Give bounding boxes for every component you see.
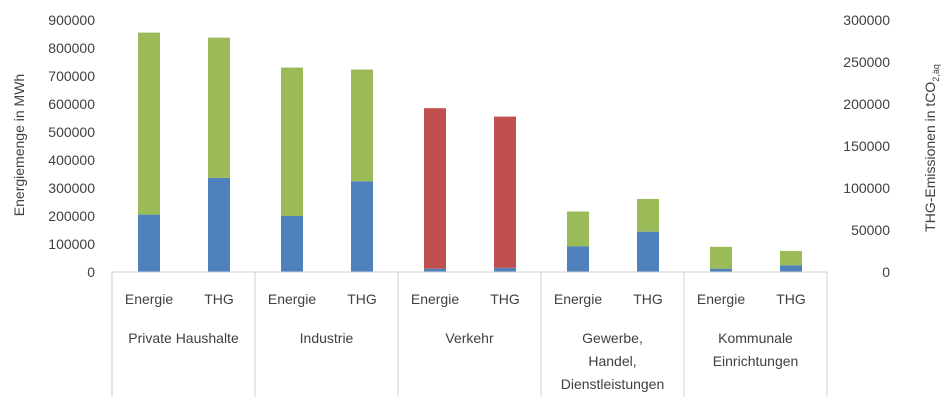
left-tick-label: 500000 [48,124,95,140]
right-tick-label: 200000 [843,96,890,112]
bar-segment-electric [494,267,516,272]
right-tick-label: 0 [882,264,890,280]
bar-sub-label: Energie [697,291,745,307]
right-axis-title: THG-Emissionen in tCO2,äq [922,64,941,232]
bar-segment-heat [637,198,659,232]
right-tick-label: 100000 [843,180,890,196]
group-label: Einrichtungen [713,353,799,369]
category-labels: Energie THG Private Haushalte Energie THG Ind… [125,291,806,392]
right-axis-title-main: THG-Emissionen in tCO [922,82,938,232]
left-tick-label: 700000 [48,68,95,84]
bar-segment-electric [637,231,659,272]
right-tick-label: 250000 [843,54,890,70]
bar-segment-electric [567,246,589,272]
bar-segment-electric [281,216,303,272]
left-tick-label: 0 [87,264,95,280]
bar-segment-electric [208,177,230,272]
group-label: Handel, [588,353,636,369]
right-tick-label: 50000 [851,222,890,238]
bar-sub-label: THG [776,291,806,307]
bars [138,32,802,272]
bar-sub-label: THG [204,291,234,307]
bar-segment-fuel [494,116,516,268]
group-label: Dienstleistungen [561,376,665,392]
bar-segment-heat [351,69,373,182]
left-axis-ticks: 0 100000 200000 300000 400000 500000 600000 700… [48,12,95,280]
group-label: Industrie [300,330,354,346]
bar-sub-label: Energie [411,291,459,307]
bar-segment-fuel [424,108,446,269]
right-axis-title-subscript: 2,äq [931,64,941,82]
left-tick-label: 200000 [48,208,95,224]
bar-segment-electric [351,181,373,272]
bar-sub-label: Energie [268,291,316,307]
bar-sub-label: THG [347,291,377,307]
left-tick-label: 300000 [48,180,95,196]
right-tick-label: 300000 [843,12,890,28]
bar-segment-heat [208,37,230,178]
bar-segment-heat [138,32,160,215]
bar-segment-electric [710,268,732,272]
left-axis-title: Energiemenge in MWh [11,74,27,216]
bar-segment-heat [780,251,802,266]
bar-segment-heat [710,246,732,269]
bar-sub-label: THG [490,291,520,307]
left-tick-label: 800000 [48,40,95,56]
left-tick-label: 100000 [48,236,95,252]
left-tick-label: 400000 [48,152,95,168]
bar-segment-electric [780,265,802,272]
bar-sub-label: THG [633,291,663,307]
group-label: Verkehr [445,330,494,346]
group-label: Kommunale [718,330,793,346]
left-tick-label: 900000 [48,12,95,28]
category-frame [111,271,828,397]
left-tick-label: 600000 [48,96,95,112]
group-label: Gewerbe, [582,330,643,346]
bar-sub-label: Energie [554,291,602,307]
right-tick-label: 150000 [843,138,890,154]
right-axis-ticks: 0 50000 100000 150000 200000 250000 300000 [843,12,890,280]
bar-segment-heat [567,211,589,247]
bar-segment-electric [138,214,160,272]
bar-segment-electric [424,268,446,272]
bar-segment-heat [281,67,303,216]
bar-sub-label: Energie [125,291,173,307]
group-label: Private Haushalte [128,330,239,346]
